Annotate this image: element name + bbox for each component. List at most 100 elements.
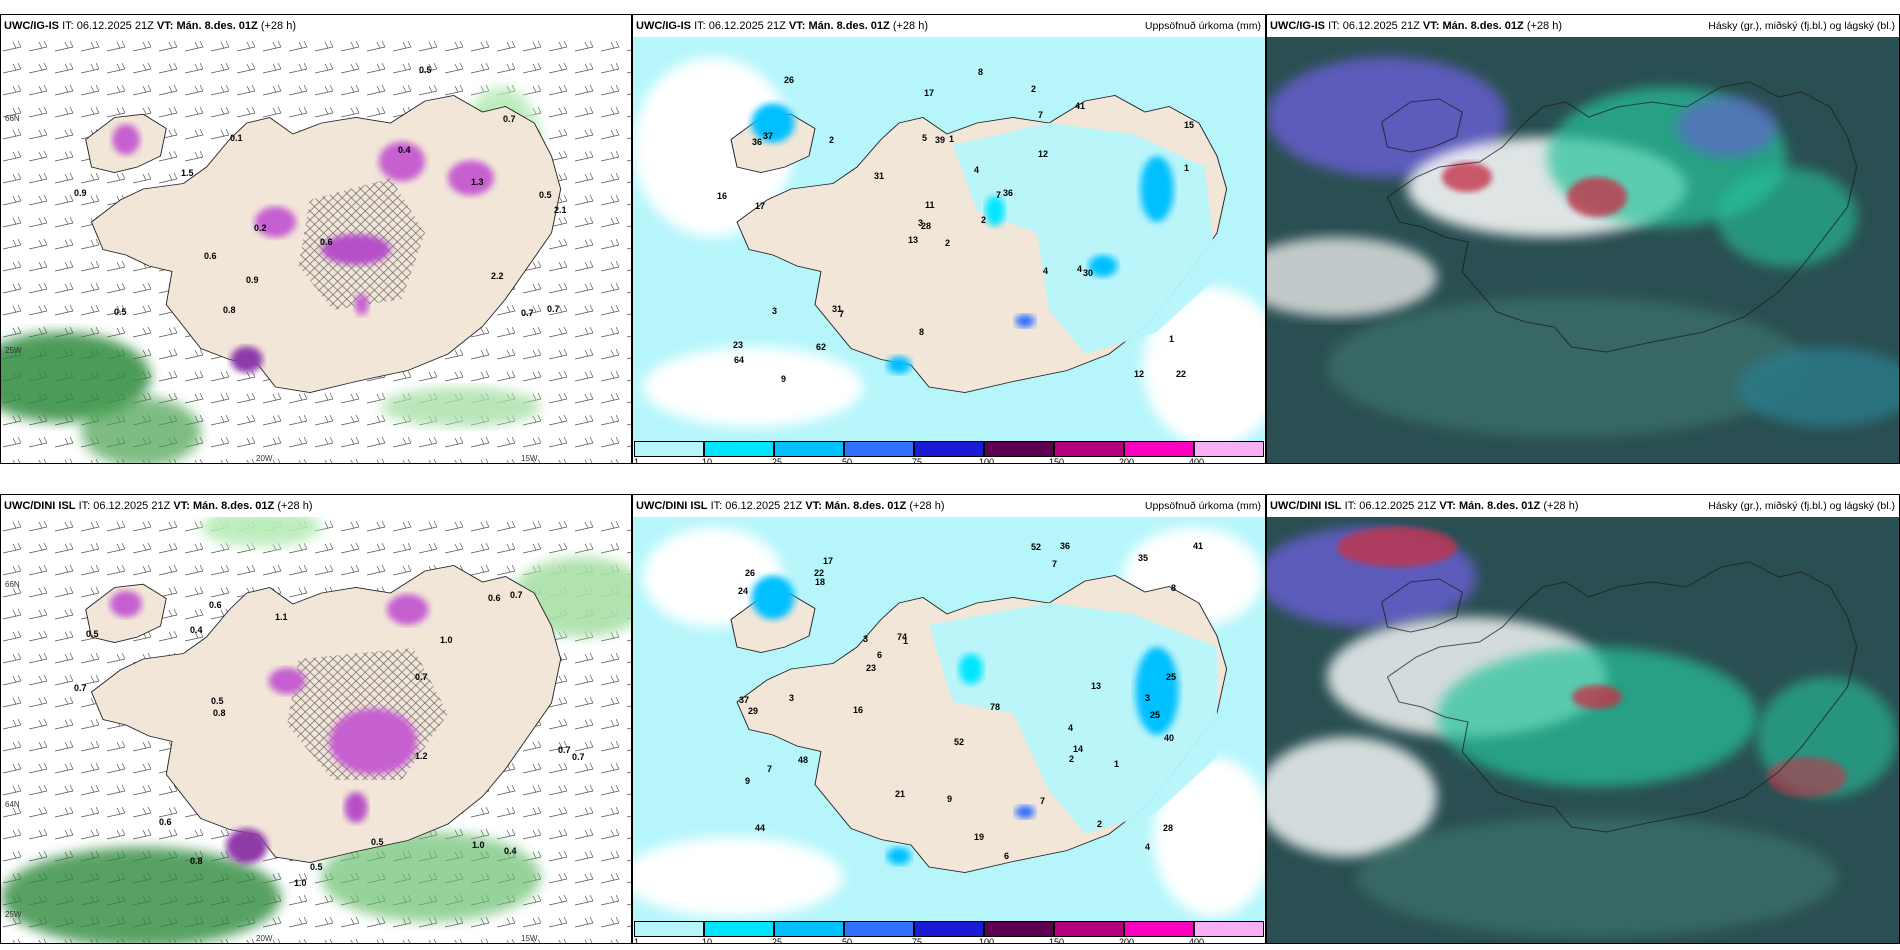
it-value: 06.12.2025 21Z bbox=[708, 20, 786, 32]
value-label: 1 bbox=[1114, 759, 1119, 769]
lat-66n: 66N bbox=[5, 114, 20, 123]
vt-value: Mán. 8.des. 01Z bbox=[808, 20, 890, 32]
value-label: 31 bbox=[874, 171, 884, 181]
value-label: 8 bbox=[978, 67, 983, 77]
wind-map: 66N 64N 25W 20W 15W 0.5 0.4 0.7 0.5 0.6 1.0 1.… bbox=[1, 517, 631, 943]
colorbar-seg-3 bbox=[774, 921, 844, 937]
value-label: 23 bbox=[733, 340, 743, 350]
value-label: 2 bbox=[829, 135, 834, 145]
it-label: IT: bbox=[694, 20, 706, 32]
value-label: 2 bbox=[1031, 84, 1036, 94]
value-label: 0.7 bbox=[572, 752, 585, 762]
cb-tick: 50 bbox=[842, 457, 853, 464]
value-label: 0.7 bbox=[415, 672, 428, 682]
panel-header: UWC/DINI ISL IT: 06.12.2025 21Z VT: Mán.… bbox=[1, 495, 631, 517]
panel-cloud-row2: UWC/DINI ISL IT: 06.12.2025 21Z VT: Mán.… bbox=[1266, 494, 1900, 944]
value-label: 0.9 bbox=[74, 188, 87, 198]
value-label: 2 bbox=[945, 238, 950, 248]
value-label: 22 bbox=[1176, 369, 1186, 379]
value-label: 12 bbox=[1038, 149, 1048, 159]
value-label: 26 bbox=[784, 75, 794, 85]
precip-value-labels: 4254417129736243726282125527874484135234… bbox=[738, 541, 1203, 861]
value-label: 0.6 bbox=[209, 600, 222, 610]
value-label: 6 bbox=[1004, 851, 1009, 861]
colorbar-seg-8 bbox=[1124, 441, 1194, 457]
value-label: 2.2 bbox=[491, 271, 504, 281]
value-label: 1.0 bbox=[472, 840, 485, 850]
colorbar-seg-2 bbox=[704, 921, 774, 937]
value-label: 1.2 bbox=[415, 751, 428, 761]
value-label: 41 bbox=[1075, 101, 1085, 111]
value-label: 4 bbox=[1077, 264, 1082, 274]
value-label: 0.2 bbox=[254, 223, 267, 233]
colorbar-seg-1 bbox=[634, 441, 704, 457]
value-label: 0.4 bbox=[398, 145, 411, 155]
value-label: 24 bbox=[738, 586, 748, 596]
value-label: 0.6 bbox=[159, 817, 172, 827]
value-label: 7 bbox=[1038, 110, 1043, 120]
value-label: 4 bbox=[1043, 266, 1048, 276]
colorbar-seg-9 bbox=[1194, 441, 1264, 457]
colorbar-seg-2 bbox=[704, 441, 774, 457]
it-label: IT: bbox=[710, 500, 723, 512]
value-label: 25 bbox=[1150, 710, 1160, 720]
value-label: 14 bbox=[1073, 744, 1083, 754]
cloud-title: Hásky (gr.), miðský (fj.bl.) og lágský (… bbox=[1708, 20, 1895, 32]
value-label: 62 bbox=[816, 342, 826, 352]
value-label: 0.7 bbox=[74, 683, 87, 693]
model-name: UWC/IG-IS bbox=[636, 20, 691, 32]
it-value: 06.12.2025 21Z bbox=[76, 20, 154, 32]
vt-value: Mán. 8.des. 01Z bbox=[824, 500, 907, 512]
panel-wind-row2: UWC/DINI ISL IT: 06.12.2025 21Z VT: Mán.… bbox=[0, 494, 632, 944]
panel-header: UWC/DINI ISL IT: 06.12.2025 21Z VT: Mán.… bbox=[633, 495, 1265, 517]
panel-wind-row1: UWC/IG-IS IT: 06.12.2025 21Z VT: Mán. 8.… bbox=[0, 14, 632, 464]
value-label: 2 bbox=[1097, 819, 1102, 829]
value-label: 39 bbox=[935, 135, 945, 145]
panel-precip-row2: UWC/DINI ISL IT: 06.12.2025 21Z VT: Mán.… bbox=[632, 494, 1266, 944]
precip-title: Uppsöfnuð úrkoma (mm) bbox=[1144, 20, 1261, 32]
value-label: 25 bbox=[1166, 672, 1176, 682]
cloud-map bbox=[1267, 37, 1899, 463]
value-label: 1.3 bbox=[471, 177, 484, 187]
value-label: 17 bbox=[755, 201, 765, 211]
precip-value-labels: 2362823772172262217151312954331646239363… bbox=[717, 67, 1194, 384]
lon-15w: 15W bbox=[521, 454, 538, 463]
it-value: 06.12.2025 21Z bbox=[1342, 20, 1420, 32]
value-label: 0.4 bbox=[190, 625, 203, 635]
colorbar-seg-3 bbox=[774, 441, 844, 457]
value-label: 17 bbox=[924, 88, 934, 98]
colorbar-seg-4 bbox=[844, 921, 914, 937]
value-label: 13 bbox=[1091, 681, 1101, 691]
value-label: 1 bbox=[1169, 334, 1174, 344]
value-label: 28 bbox=[921, 221, 931, 231]
cloud-map bbox=[1267, 517, 1899, 943]
value-label: 7 bbox=[1040, 796, 1045, 806]
value-label: 0.8 bbox=[190, 856, 203, 866]
colorbar-seg-8 bbox=[1124, 921, 1194, 937]
value-label: 16 bbox=[853, 705, 863, 715]
value-label: 9 bbox=[745, 776, 750, 786]
value-label: 1 bbox=[949, 134, 954, 144]
value-label: 0.9 bbox=[246, 275, 259, 285]
value-label: 44 bbox=[755, 823, 765, 833]
lead-time: (+28 h) bbox=[892, 20, 928, 32]
colorbar-seg-5 bbox=[914, 441, 984, 457]
value-label: 7 bbox=[767, 764, 772, 774]
cloud-title: Hásky (gr.), miðský (fj.bl.) og lágský (… bbox=[1708, 500, 1895, 512]
value-label: 28 bbox=[1163, 823, 1173, 833]
value-label: 0.8 bbox=[223, 305, 236, 315]
colorbar-seg-6 bbox=[984, 921, 1054, 937]
value-label: 1.0 bbox=[440, 635, 453, 645]
value-label: 0.8 bbox=[213, 708, 226, 718]
value-label: 0.5 bbox=[86, 629, 99, 639]
vt-label: VT: bbox=[788, 20, 806, 32]
value-label: 41 bbox=[1193, 541, 1203, 551]
value-label: 0.7 bbox=[521, 308, 534, 318]
value-label: 36 bbox=[1060, 541, 1070, 551]
cb-tick: 1 bbox=[634, 457, 640, 464]
value-label: 4 bbox=[1145, 842, 1150, 852]
value-label: 3 bbox=[772, 306, 777, 316]
it-value: 06.12.2025 21Z bbox=[93, 500, 171, 512]
value-label: 0.7 bbox=[558, 745, 571, 755]
model-name: UWC/IG-IS bbox=[1270, 20, 1325, 32]
